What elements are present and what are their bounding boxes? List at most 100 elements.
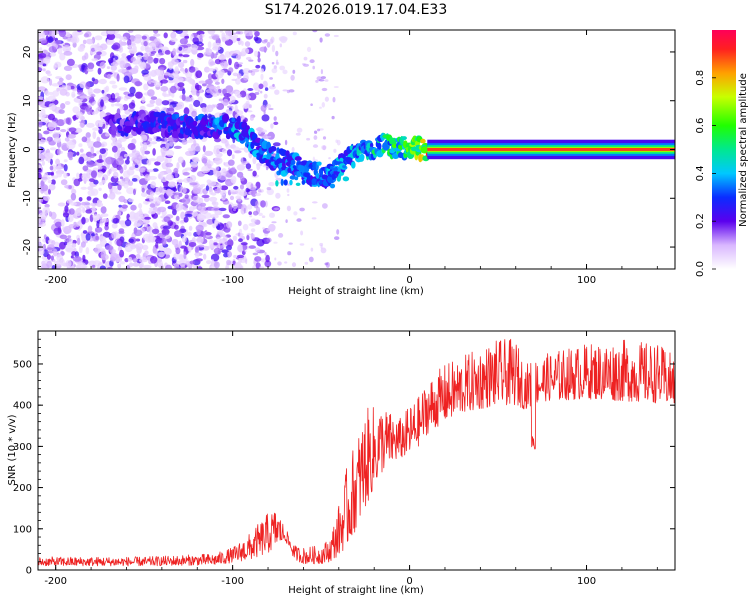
spectrogram-speckle bbox=[246, 233, 252, 236]
spectrogram-speckle bbox=[39, 212, 48, 219]
spectrogram-speckle bbox=[158, 186, 163, 193]
spectrogram-speckle bbox=[38, 198, 44, 203]
spectrogram-speckle bbox=[252, 252, 259, 256]
spectrogram-speckle bbox=[331, 115, 335, 120]
spectrogram-speckle bbox=[47, 250, 55, 254]
spectrogram-speckle bbox=[324, 96, 329, 102]
spectrogram-speckle bbox=[61, 142, 69, 151]
spectrogram-speckle bbox=[65, 117, 71, 125]
spectrogram-speckle bbox=[233, 254, 237, 259]
spectrogram-speckle bbox=[155, 98, 163, 106]
spectrogram-speckle bbox=[246, 234, 250, 241]
spectrogram-speckle bbox=[264, 260, 272, 268]
spectrogram-speckle bbox=[167, 67, 174, 74]
spectrogram-speckle bbox=[198, 89, 203, 94]
spectrogram-speckle bbox=[118, 87, 128, 91]
spectrogram-speckle bbox=[178, 77, 184, 82]
spectrogram-speckle bbox=[149, 191, 155, 196]
spectrogram-speckle bbox=[48, 78, 53, 86]
spectrogram-speckle bbox=[133, 229, 143, 237]
spectrogram-speckle bbox=[95, 235, 100, 241]
spectrogram-speckle bbox=[227, 159, 235, 166]
spectrogram-speckle bbox=[221, 36, 227, 43]
colorbar: 0.0 0.2 0.4 0.6 0.8 Normalized spectral ampl… bbox=[695, 30, 749, 277]
spectrogram-speckle bbox=[119, 249, 125, 258]
spectrogram-speckle bbox=[260, 73, 264, 81]
spectrogram-speckle bbox=[250, 183, 254, 190]
spectrogram-speckle bbox=[212, 46, 221, 51]
spectrogram-speckle bbox=[78, 143, 83, 148]
spectrogram-ridge-cell bbox=[279, 149, 288, 157]
spectrogram-speckle bbox=[271, 68, 278, 74]
spectrogram-speckle bbox=[143, 74, 152, 81]
spectrogram-speckle bbox=[74, 127, 83, 134]
spectrogram-speckle bbox=[236, 73, 242, 79]
spectrogram-speckle bbox=[102, 231, 111, 238]
spectrogram-speckle bbox=[193, 139, 197, 146]
spectrogram-speckle bbox=[172, 208, 177, 216]
spectrogram-speckle bbox=[275, 50, 279, 57]
spectrogram-speckle bbox=[128, 108, 135, 112]
spectrogram-speckle bbox=[237, 232, 241, 237]
snr-y-tick-label: 200 bbox=[13, 483, 32, 494]
spectrogram-speckle bbox=[197, 244, 205, 248]
spectrogram-ridge-cell bbox=[111, 124, 117, 131]
spectrogram-speckle bbox=[268, 107, 274, 111]
spectrogram-speckle bbox=[38, 99, 46, 108]
spectrogram-speckle bbox=[118, 180, 125, 186]
spectrogram-speckle bbox=[87, 68, 94, 72]
spectrogram-ridge-cell bbox=[222, 113, 230, 123]
spectrogram-ridge-cell bbox=[231, 117, 236, 123]
spectrogram-speckle bbox=[77, 262, 87, 269]
spectrogram-speckle bbox=[235, 31, 241, 35]
spectrogram-speckle bbox=[148, 209, 157, 215]
spectrogram-speckle bbox=[81, 201, 87, 206]
spectrogram-speckle bbox=[214, 210, 223, 216]
spectrogram-speckle bbox=[278, 233, 284, 238]
spectrogram-speckle bbox=[156, 196, 162, 204]
spectrogram-speckle bbox=[153, 81, 162, 87]
spectrogram-speckle bbox=[128, 238, 134, 243]
spectrogram-speckle bbox=[140, 61, 146, 68]
spectrogram-speckle bbox=[47, 95, 56, 102]
spectrogram-speckle bbox=[269, 212, 275, 218]
spectrogram-speckle bbox=[134, 164, 139, 168]
spectrogram-speckle bbox=[319, 37, 323, 43]
spectrogram-speckle bbox=[195, 247, 199, 254]
spectrogram-speckle bbox=[173, 252, 181, 260]
spectrogram-speckle bbox=[287, 193, 290, 197]
colorbar-gradient bbox=[712, 30, 736, 269]
spectrogram-speckle bbox=[107, 73, 112, 79]
spectrogram-speckle bbox=[118, 230, 125, 235]
spectrogram-speckle bbox=[142, 244, 149, 251]
spectrogram-speckle bbox=[215, 166, 220, 171]
spectrogram-speckle bbox=[135, 91, 143, 99]
spectrogram-speckle bbox=[68, 185, 72, 190]
spectrogram-speckle bbox=[144, 216, 152, 220]
spectrogram-speckle bbox=[160, 147, 167, 155]
spectrogram-speckle bbox=[78, 197, 83, 202]
spectrogram-speckle bbox=[230, 175, 237, 184]
spectrogram-x-label: Height of straight line (km) bbox=[288, 286, 424, 297]
spectrogram-speckle bbox=[66, 141, 76, 150]
spectrogram-speckle bbox=[165, 149, 175, 157]
spectrogram-speckle bbox=[94, 110, 98, 115]
spectrogram-speckle bbox=[192, 186, 201, 194]
spectrogram-ridge-cell bbox=[329, 183, 336, 189]
spectrogram-speckle bbox=[124, 153, 128, 158]
spectrogram-speckle bbox=[176, 179, 185, 183]
spectrogram-speckle bbox=[269, 77, 273, 80]
spectrogram-speckle bbox=[111, 145, 118, 153]
spectrogram-speckle bbox=[38, 172, 42, 180]
spectrogram-speckle bbox=[161, 237, 167, 246]
spectrogram-speckle bbox=[50, 255, 55, 261]
spectrogram-speckle bbox=[124, 219, 132, 227]
spectrogram-speckle bbox=[52, 248, 58, 257]
spectrogram-speckle bbox=[136, 54, 143, 61]
spectrogram-speckle bbox=[254, 247, 261, 253]
spectrogram-speckle bbox=[209, 239, 214, 247]
spectrogram-speckle bbox=[38, 146, 42, 154]
spectrogram-speckle bbox=[177, 101, 185, 110]
spectrogram-speckle bbox=[226, 109, 232, 113]
spectrogram-speckle bbox=[230, 192, 237, 195]
